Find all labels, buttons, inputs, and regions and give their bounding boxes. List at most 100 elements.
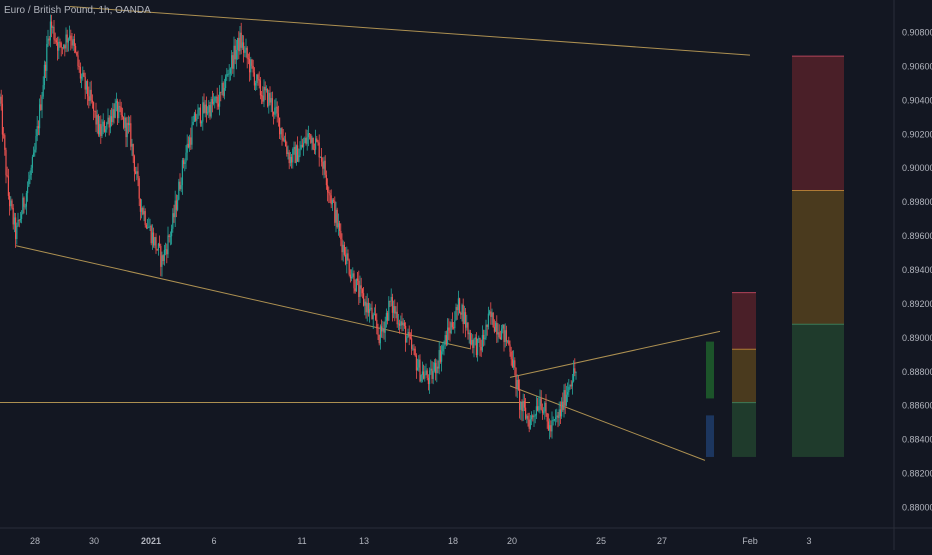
candle-body xyxy=(349,274,351,279)
large-orange-zone[interactable] xyxy=(792,190,844,325)
candle-body xyxy=(96,115,98,125)
candle-body xyxy=(342,244,344,253)
candle-body xyxy=(574,368,576,373)
candle-body xyxy=(468,332,470,335)
large-red-zone[interactable] xyxy=(792,56,844,191)
candle-body xyxy=(13,217,15,225)
candle-body xyxy=(570,384,572,387)
candle-body xyxy=(91,100,93,103)
candle-body xyxy=(12,207,14,225)
candle-body xyxy=(551,420,553,432)
candle-body xyxy=(195,113,197,121)
candle-body xyxy=(426,370,428,378)
candle-body xyxy=(186,143,188,153)
candle-body xyxy=(553,419,555,421)
time-axis[interactable]: 28 30 2021 6 11 13 18 20 25 27 Feb 3 xyxy=(30,536,812,546)
candle-body xyxy=(514,360,516,368)
candle-body xyxy=(454,320,456,329)
price-tick-label: 0.90600 xyxy=(902,61,932,71)
trendline-2[interactable] xyxy=(15,245,471,350)
candle-body xyxy=(558,409,560,418)
candle-body xyxy=(325,174,327,186)
trendline-1[interactable] xyxy=(69,6,751,56)
candle-body xyxy=(30,167,32,176)
candle-body xyxy=(42,85,44,97)
candle-body xyxy=(313,149,315,151)
candle-body xyxy=(432,370,434,379)
trendline-4[interactable] xyxy=(509,385,706,461)
candle-body xyxy=(289,156,291,164)
candle-body xyxy=(423,371,425,379)
candle-body xyxy=(43,64,45,86)
candle-body xyxy=(63,45,65,49)
candle-body xyxy=(282,137,284,141)
candle-body xyxy=(411,338,413,349)
candle-body xyxy=(513,360,515,368)
candle-body xyxy=(37,126,39,129)
candle-body xyxy=(510,351,512,360)
candle-body xyxy=(343,244,345,255)
time-tick-label: Feb xyxy=(742,536,758,546)
candle-body xyxy=(143,211,145,215)
candle-body xyxy=(299,149,301,156)
candle-body xyxy=(59,41,61,43)
candle-body xyxy=(141,207,143,212)
candle-body xyxy=(22,197,24,215)
candle-body xyxy=(309,133,311,135)
candle-body xyxy=(509,344,511,352)
candle-body xyxy=(281,128,283,138)
candle-body xyxy=(149,225,151,227)
candle-body xyxy=(409,336,411,339)
trendline-3[interactable] xyxy=(509,330,721,378)
candle-body xyxy=(357,278,359,281)
candle-body xyxy=(286,146,288,155)
candle-body xyxy=(119,106,121,108)
small-red-zone[interactable] xyxy=(732,292,756,350)
candle-body xyxy=(568,386,570,393)
candle-body xyxy=(234,45,236,60)
candle-body xyxy=(327,185,329,193)
candle-body xyxy=(466,322,468,328)
candle-body xyxy=(292,149,294,163)
candle-body xyxy=(456,307,458,311)
price-axis[interactable]: 0.90800 0.90600 0.90400 0.90200 0.90000 0.898… xyxy=(902,28,932,513)
candle-body xyxy=(424,374,426,379)
candle-body xyxy=(168,235,170,238)
time-tick-label: 2021 xyxy=(141,536,161,546)
candle-body xyxy=(375,313,377,320)
candle-body xyxy=(333,200,335,202)
candle-body xyxy=(166,249,168,255)
candle-body xyxy=(525,407,527,419)
candle-body xyxy=(229,68,231,74)
candle-body xyxy=(508,340,510,345)
small-orange-zone[interactable] xyxy=(732,349,756,403)
candle-body xyxy=(406,337,408,343)
candle-body xyxy=(273,111,275,115)
candle-body xyxy=(347,253,349,261)
candle-body xyxy=(387,312,389,321)
candle-body xyxy=(51,21,53,28)
candle-body xyxy=(161,255,163,267)
candle-body xyxy=(499,337,501,340)
candle-body xyxy=(534,415,536,417)
candle-body xyxy=(193,113,195,122)
candle-body xyxy=(294,146,296,163)
candle-body xyxy=(565,394,567,406)
candle-body xyxy=(569,384,571,387)
candle-body xyxy=(235,50,237,60)
candle-body xyxy=(447,327,449,345)
candle-body xyxy=(378,334,380,344)
time-tick-label: 27 xyxy=(657,536,667,546)
candle-body xyxy=(351,276,353,279)
large-green-zone[interactable] xyxy=(792,324,844,457)
candle-body xyxy=(57,42,59,51)
candle-body xyxy=(167,235,169,255)
candle-body xyxy=(148,226,150,228)
candle-body xyxy=(79,66,81,79)
candle-body xyxy=(384,320,386,333)
small-green-zone[interactable] xyxy=(732,402,756,457)
candle-body xyxy=(346,253,348,264)
time-tick-label: 28 xyxy=(30,536,40,546)
